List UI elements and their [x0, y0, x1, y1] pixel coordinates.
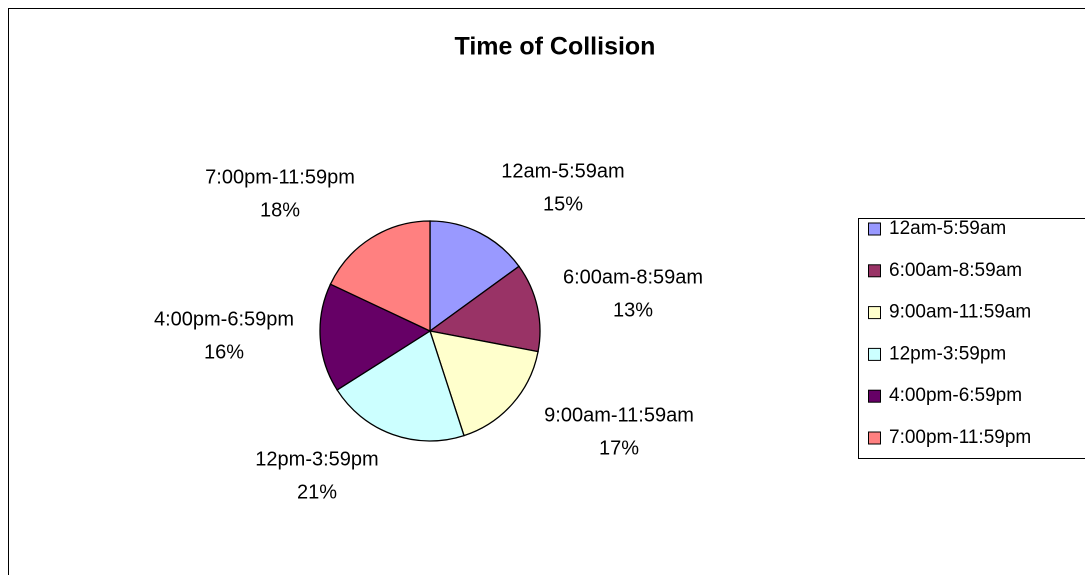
pie-slice [428, 265, 541, 353]
legend-swatch [868, 389, 881, 403]
legend-label: 9:00am-11:59am [889, 302, 1031, 323]
slice-value: 15% [543, 193, 583, 215]
legend-swatch [868, 264, 881, 278]
pie-slice [329, 220, 431, 333]
slice-value: 16% [204, 341, 244, 363]
slice-value: 17% [599, 437, 639, 459]
slice-label: 7:00pm-11:59pm [205, 166, 355, 188]
legend-swatch [868, 222, 881, 236]
legend-swatch [868, 431, 881, 445]
slice-value: 21% [297, 481, 337, 503]
slice-label: 12am-5:59am [501, 160, 624, 182]
pie-slice [319, 283, 432, 391]
slice-value: 18% [260, 199, 300, 221]
pie-slice [429, 330, 539, 437]
slice-label: 6:00am-8:59am [563, 266, 703, 288]
chart-title: Time of Collision [455, 33, 656, 61]
legend-swatch [868, 347, 881, 361]
legend-label: 6:00am-8:59am [889, 260, 1022, 281]
legend-label: 4:00pm-6:59pm [889, 385, 1022, 406]
legend-box [858, 218, 1085, 459]
slice-label: 4:00pm-6:59pm [154, 308, 294, 330]
legend: 12am-5:59am 6:00am-8:59am 9:00am-11:59am 12… [858, 218, 1085, 459]
slice-value: 13% [613, 299, 653, 321]
legend-label: 12am-5:59am [889, 218, 1006, 239]
legend-label: 7:00pm-11:59pm [889, 427, 1031, 448]
pie-slice [336, 330, 465, 442]
slice-label: 9:00am-11:59am [544, 404, 694, 426]
slice-label: 12pm-3:59pm [255, 448, 378, 470]
legend-label: 12pm-3:59pm [889, 343, 1006, 364]
legend-swatch [868, 306, 881, 320]
chart-frame [8, 8, 1085, 575]
pie-slice [429, 220, 520, 333]
